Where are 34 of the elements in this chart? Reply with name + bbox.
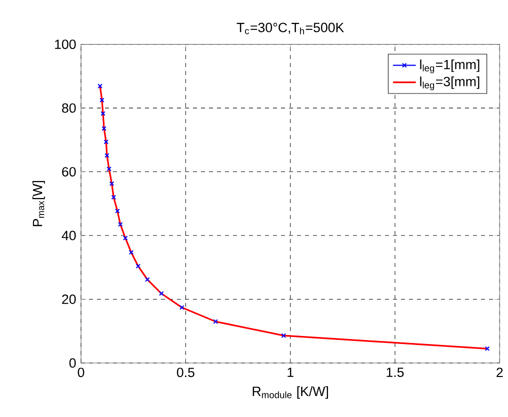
x-tick-label: 1	[288, 368, 294, 377]
point	[104, 139, 109, 144]
point	[102, 126, 106, 131]
point	[109, 181, 114, 186]
point	[106, 166, 112, 172]
point	[122, 236, 128, 240]
y-axis-title: P$_{max}$[W]	[32, 181, 45, 226]
legend-label: l$_{leg}$=1[mm]	[420, 59, 480, 74]
point	[118, 222, 123, 227]
point	[136, 264, 141, 269]
y-tick-label: 40	[62, 230, 76, 240]
point	[104, 153, 110, 158]
point	[111, 194, 116, 200]
y-tick-label: 100	[55, 40, 76, 50]
point	[179, 305, 184, 310]
point	[100, 111, 106, 116]
point	[128, 250, 134, 255]
x-tick-label: 0.5	[176, 368, 194, 378]
chart-title: T$_{c}$=30°C,T$_{h}$=500K	[236, 22, 344, 34]
point	[100, 98, 104, 103]
y-tick-label: 0	[69, 358, 76, 368]
x-tick-label: 0	[78, 368, 84, 378]
point	[281, 333, 286, 338]
point	[115, 208, 120, 214]
point	[144, 277, 150, 282]
x-tick-label: 2	[496, 368, 503, 378]
y-tick-label: 20	[62, 294, 76, 304]
y-tick-label: 80	[62, 103, 76, 113]
y-tick-label: 60	[62, 167, 76, 177]
point	[158, 291, 164, 296]
x-axis-title: R$_{module}$ [K/W]	[252, 386, 328, 399]
point	[213, 319, 218, 324]
x-tick-label: 1.5	[386, 368, 404, 377]
legend-label: l$_{leg}$=3[mm]	[420, 76, 480, 90]
